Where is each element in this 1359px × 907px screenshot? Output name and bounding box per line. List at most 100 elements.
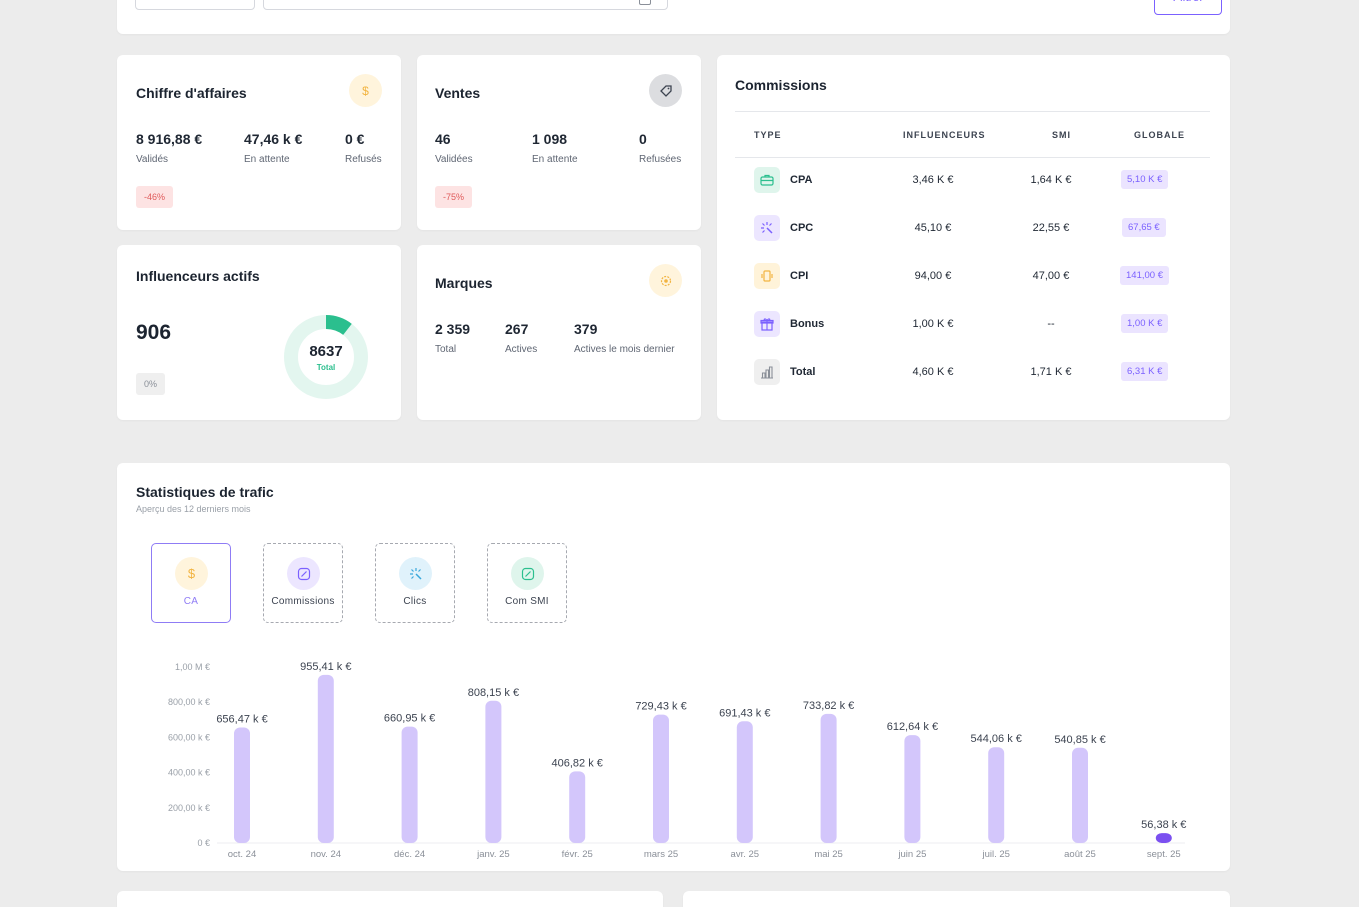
click-icon: [754, 215, 780, 241]
bar: [234, 727, 250, 843]
y-tick-label: 400,00 k €: [168, 768, 210, 778]
bar: [1155, 833, 1172, 843]
bar-value-label: 660,95 k €: [384, 713, 435, 725]
filter-button[interactable]: Filtrer: [1154, 0, 1222, 15]
badge-icon: [649, 264, 682, 297]
traffic-title: Statistiques de trafic: [136, 484, 274, 500]
x-tick-label: nov. 24: [311, 849, 341, 860]
date-range-input[interactable]: [263, 0, 668, 10]
bar: [1072, 747, 1088, 843]
y-tick-label: 200,00 k €: [168, 803, 210, 813]
x-tick-label: mars 25: [644, 849, 678, 860]
bar: [485, 700, 502, 843]
y-tick-label: 1,00 M €: [175, 662, 210, 672]
traffic-bar-chart: 0 € 200,00 k € 400,00 k € 600,00 k € 800,00 …: [168, 661, 1186, 860]
divider: [735, 111, 1210, 112]
gift-icon: [754, 311, 780, 337]
dollar-icon: $: [349, 74, 382, 107]
bar-value-label: 612,64 k €: [887, 721, 938, 733]
tab-clics[interactable]: Clics: [375, 543, 455, 623]
bar-value-label: 808,15 k €: [468, 687, 519, 699]
x-tick-label: juin 25: [897, 849, 926, 860]
percent-icon: [511, 557, 544, 590]
influencers-title: Influenceurs actifs: [136, 268, 260, 284]
filter-bar: Filtrer: [117, 0, 1230, 34]
sales-card: Ventes 46 Validées 1 098 En attente 0 Re…: [417, 55, 701, 230]
sales-change-badge: -75%: [435, 186, 473, 208]
bar: [904, 735, 921, 843]
revenue-title: Chiffre d'affaires: [136, 85, 247, 101]
col-header-type: TYPE: [754, 130, 782, 140]
bar-value-label: 955,41 k €: [300, 661, 351, 673]
bar-value-label: 733,82 k €: [803, 700, 854, 712]
bar: [820, 713, 837, 843]
filter-select[interactable]: [135, 0, 255, 10]
y-tick-label: 0 €: [197, 838, 210, 848]
x-tick-label: sept. 25: [1147, 849, 1181, 860]
bar-value-label: 406,82 k €: [552, 757, 603, 769]
tab-ca[interactable]: $ CA: [151, 543, 231, 623]
brands-title: Marques: [435, 275, 493, 291]
y-tick-label: 800,00 k €: [168, 697, 210, 707]
global-pill: 67,65 €: [1122, 218, 1166, 237]
global-pill: 141,00 €: [1120, 266, 1169, 285]
global-pill: 6,31 K €: [1121, 362, 1169, 381]
global-pill: 5,10 K €: [1121, 170, 1169, 189]
col-header-influencers: INFLUENCEURS: [903, 130, 986, 140]
bottom-right-card: [683, 891, 1230, 907]
bar: [736, 721, 753, 843]
divider: [735, 157, 1210, 158]
bar-value-label: 540,85 k €: [1054, 734, 1105, 746]
bar-value-label: 691,43 k €: [719, 707, 770, 719]
bar: [569, 771, 586, 843]
bar-value-label: 656,47 k €: [216, 713, 267, 725]
table-row: CPC 45,10 € 22,55 € 67,65 €: [717, 215, 1230, 243]
bar: [317, 674, 334, 843]
donut-total-value: 8637: [309, 343, 343, 360]
tab-commissions[interactable]: Commissions: [263, 543, 343, 623]
bar: [401, 726, 418, 843]
global-pill: 1,00 K €: [1121, 314, 1169, 333]
influencers-change-badge: 0%: [136, 373, 166, 395]
x-tick-label: avr. 25: [731, 849, 760, 860]
bar-value-label: 544,06 k €: [971, 733, 1022, 745]
x-tick-label: août 25: [1064, 849, 1096, 860]
x-tick-label: oct. 24: [228, 849, 257, 860]
commissions-card: Commissions TYPE INFLUENCEURS SMI GLOBAL…: [717, 55, 1230, 420]
revenue-pending: 47,46 k € En attente: [244, 131, 303, 165]
revenue-change-badge: -46%: [136, 186, 174, 208]
revenue-validated: 8 916,88 € Validés: [136, 131, 203, 165]
col-header-smi: SMI: [1052, 130, 1072, 140]
table-row: Total 4,60 K € 1,71 K € 6,31 K €: [717, 359, 1230, 387]
donut-total-label: Total: [316, 363, 336, 372]
brands-total: 2 359 Total: [435, 321, 471, 355]
dollar-icon: $: [175, 557, 208, 590]
traffic-subtitle: Aperçu des 12 derniers mois: [136, 504, 251, 514]
table-row: CPI 94,00 € 47,00 € 141,00 €: [717, 263, 1230, 291]
donut-active-arc: [284, 315, 368, 399]
x-tick-label: janv. 25: [476, 849, 510, 860]
influencers-donut: [284, 315, 368, 399]
bar-value-label: 729,43 k €: [635, 701, 686, 713]
x-tick-label: févr. 25: [562, 849, 593, 860]
revenue-refused: 0 € Refusés: [345, 131, 382, 165]
col-header-global: GLOBALE: [1134, 130, 1185, 140]
x-tick-label: déc. 24: [394, 849, 425, 860]
tag-icon: [649, 74, 682, 107]
briefcase-icon: [754, 167, 780, 193]
bar: [653, 714, 669, 843]
bottom-left-card: [117, 891, 663, 907]
bar-chart-icon: [754, 359, 780, 385]
sales-title: Ventes: [435, 85, 481, 101]
bar-value-label: 56,38 k €: [1141, 819, 1186, 831]
brands-active: 267 Actives: [505, 321, 538, 355]
sales-refused: 0 Refusées: [639, 131, 682, 165]
calendar-icon: [639, 0, 651, 5]
table-row: CPA 3,46 K € 1,64 K € 5,10 K €: [717, 167, 1230, 195]
x-tick-label: mai 25: [814, 849, 843, 860]
commissions-title: Commissions: [735, 77, 827, 93]
phone-icon: [754, 263, 780, 289]
brands-active-last-month: 379 Actives le mois dernier: [574, 321, 675, 355]
sales-pending: 1 098 En attente: [532, 131, 578, 165]
tab-com-smi[interactable]: Com SMI: [487, 543, 567, 623]
